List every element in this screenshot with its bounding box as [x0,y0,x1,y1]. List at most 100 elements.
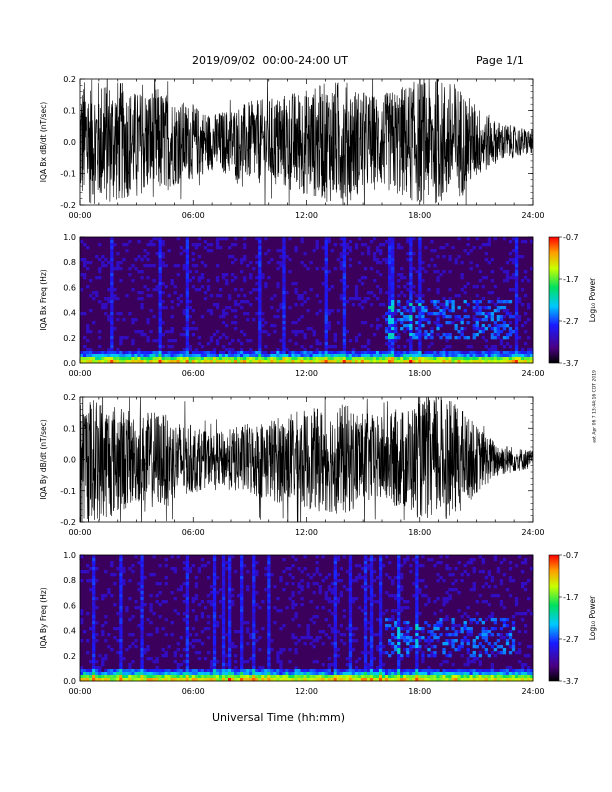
spectrogram-cell [493,348,498,352]
spectrogram-cell [80,579,84,583]
spectrogram-cell [86,267,90,271]
spectrogram-cell [119,555,123,559]
spectrogram-cell [442,303,446,307]
spectrogram-cell [363,591,368,595]
spectrogram-cell [83,672,87,676]
spectrogram-cell [499,675,504,679]
spectrogram-cell [499,579,504,583]
spectrogram-cell [330,678,334,682]
spectrogram-cell [258,636,262,640]
spectrogram-cell [185,276,190,280]
spectrogram-cell [484,360,488,364]
spectrogram-cell [146,672,150,676]
spectrogram-cell [200,345,205,349]
spectrogram-cell [487,675,492,679]
spectrogram-cell [388,273,392,277]
spectrogram-cell [415,609,419,613]
spectrogram-cell [231,600,235,604]
spectrogram-cell [279,609,283,613]
spectrogram-cell [116,360,120,364]
spectrogram-cell [475,351,479,355]
spectrogram-cell [412,291,416,295]
spectrogram-cell [152,672,156,676]
spectrogram-cell [324,249,328,253]
spectrogram-cell [312,330,316,334]
spectrogram-cell [194,651,199,655]
spectrogram-cell [95,660,99,664]
spectrogram-cell [140,573,144,577]
spectrogram-cell [209,243,214,247]
spectrogram-cell [391,297,395,301]
spectrogram-cell [315,339,319,343]
spectrogram-cell [333,354,337,358]
spectrogram-cell [240,648,244,652]
spectrogram-cell [451,633,455,637]
spectrogram-cell [333,339,337,343]
spectrogram-cell [113,357,117,361]
spectrogram-cell [481,324,485,328]
spectrogram-cell [478,306,482,310]
spectrogram-cell [149,330,153,334]
spectrogram-cell [137,357,141,361]
spectrogram-cell [258,666,262,670]
spectrogram-cell [481,351,485,355]
spectrogram-cell [288,357,292,361]
spectrogram-cell [369,558,374,562]
spectrogram-cell [363,666,368,670]
spectrogram-cell [463,678,467,682]
spectrogram-cell [403,669,407,673]
spectrogram-cell [375,270,380,274]
spectrogram-cell [409,339,413,343]
spectrogram-cell [309,600,313,604]
spectrogram-cell [421,318,425,322]
spectrogram-cell [448,672,452,676]
spectrogram-cell [212,561,217,565]
spectrogram-cell [354,288,359,292]
spectrogram-cell [113,360,117,364]
spectrogram-cell [378,672,383,676]
spectrogram-cell [378,666,383,670]
spectrogram-cell [345,570,350,574]
spectrogram-cell [279,666,283,670]
spectrogram-cell [161,282,165,286]
spectrogram-cell [487,360,492,364]
spectrogram-cell [306,360,310,364]
spectrogram-cell [122,669,126,673]
spectrogram-cell [113,327,117,331]
spectrogram-cell [424,357,428,361]
spectrogram-cell [436,333,440,337]
spectrogram-cell [258,249,262,253]
spectrogram-cell [363,621,368,625]
spectrogram-cell [110,648,114,652]
spectrogram-cell [212,621,217,625]
spectrogram-cell [188,279,193,283]
spectrogram-cell [415,360,419,364]
spectrogram-cell [433,264,437,268]
spectrogram-cell [227,627,232,631]
spectrogram-cell [460,273,464,277]
spectrogram-cell [484,354,488,358]
spectrogram-cell [529,669,534,673]
spectrogram-cell [363,627,368,631]
spectrogram-cell [475,327,479,331]
spectrogram-cell [354,294,359,298]
spectrogram-cell [409,252,413,256]
spectrogram-cell [351,360,356,364]
spectrogram-cell [282,336,286,340]
spectrogram-cell [209,249,214,253]
spectrogram-cell [409,303,413,307]
spectrogram-cell [185,570,190,574]
spectrogram-cell [221,315,226,319]
spectrogram-cell [188,306,193,310]
spectrogram-cell [221,675,226,679]
spectrogram-cell [496,330,501,334]
spectrogram-cell [143,357,147,361]
spectrogram-cell [469,354,473,358]
spectrogram-cell [514,315,519,319]
spectrogram-cell [212,597,217,601]
spectrogram-cell [363,357,368,361]
spectrogram-cell [255,282,259,286]
spectrogram-cell [261,360,265,364]
spectrogram-cell [415,270,419,274]
spectrogram-cell [255,639,259,643]
